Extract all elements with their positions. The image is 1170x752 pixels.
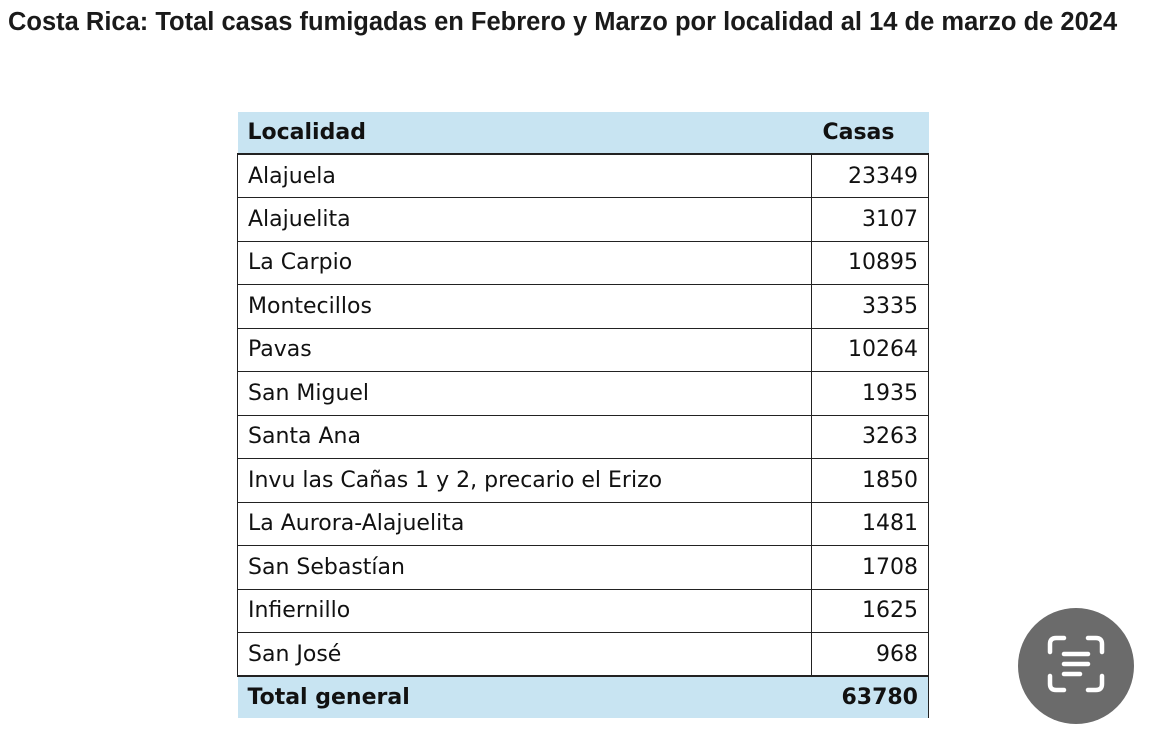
text-scan-button[interactable] [1018, 608, 1134, 724]
total-label: Total general [237, 675, 812, 718]
page-title: Costa Rica: Total casas fumigadas en Feb… [8, 8, 1118, 36]
table-row: Infiernillo 1625 [237, 588, 929, 633]
data-table-container: Localidad Casas Alajuela 23349 Alajuelit… [237, 112, 929, 718]
table-row: San José 968 [237, 632, 929, 677]
fumigation-table: Localidad Casas Alajuela 23349 Alajuelit… [237, 112, 929, 718]
row-locality: San Miguel [237, 371, 812, 416]
total-row: Total general 63780 [237, 675, 929, 718]
row-locality: Invu las Cañas 1 y 2, precario el Erizo [237, 458, 812, 503]
table-row: Alajuelita 3107 [237, 197, 929, 242]
table-row: Santa Ana 3263 [237, 414, 929, 459]
header-houses: Casas [811, 112, 929, 155]
table-header-row: Localidad Casas [237, 112, 929, 155]
row-houses: 3107 [811, 197, 929, 242]
row-locality: La Aurora-Alajuelita [237, 501, 812, 546]
text-scan-icon [1044, 632, 1108, 701]
row-houses: 3335 [811, 284, 929, 329]
row-locality: La Carpio [237, 240, 812, 285]
row-houses: 23349 [811, 153, 929, 198]
row-houses: 1708 [811, 545, 929, 590]
table-row: La Aurora-Alajuelita 1481 [237, 501, 929, 546]
total-value: 63780 [811, 675, 929, 718]
row-locality: Alajuelita [237, 197, 812, 242]
row-houses: 1935 [811, 371, 929, 416]
row-locality: Alajuela [237, 153, 812, 198]
row-locality: Infiernillo [237, 588, 812, 633]
header-locality: Localidad [237, 112, 812, 155]
table-row: Invu las Cañas 1 y 2, precario el Erizo … [237, 458, 929, 503]
row-houses: 968 [811, 632, 929, 677]
row-houses: 1625 [811, 588, 929, 633]
row-houses: 10264 [811, 327, 929, 372]
row-houses: 1481 [811, 501, 929, 546]
table-row: San Sebastían 1708 [237, 545, 929, 590]
row-locality: Pavas [237, 327, 812, 372]
row-houses: 3263 [811, 414, 929, 459]
row-locality: Montecillos [237, 284, 812, 329]
table-row: Montecillos 3335 [237, 284, 929, 329]
table-row: Alajuela 23349 [237, 153, 929, 198]
row-houses: 1850 [811, 458, 929, 503]
row-locality: Santa Ana [237, 414, 812, 459]
row-locality: San Sebastían [237, 545, 812, 590]
row-houses: 10895 [811, 240, 929, 285]
table-row: La Carpio 10895 [237, 240, 929, 285]
table-row: San Miguel 1935 [237, 371, 929, 416]
table-row: Pavas 10264 [237, 327, 929, 372]
row-locality: San José [237, 632, 812, 677]
